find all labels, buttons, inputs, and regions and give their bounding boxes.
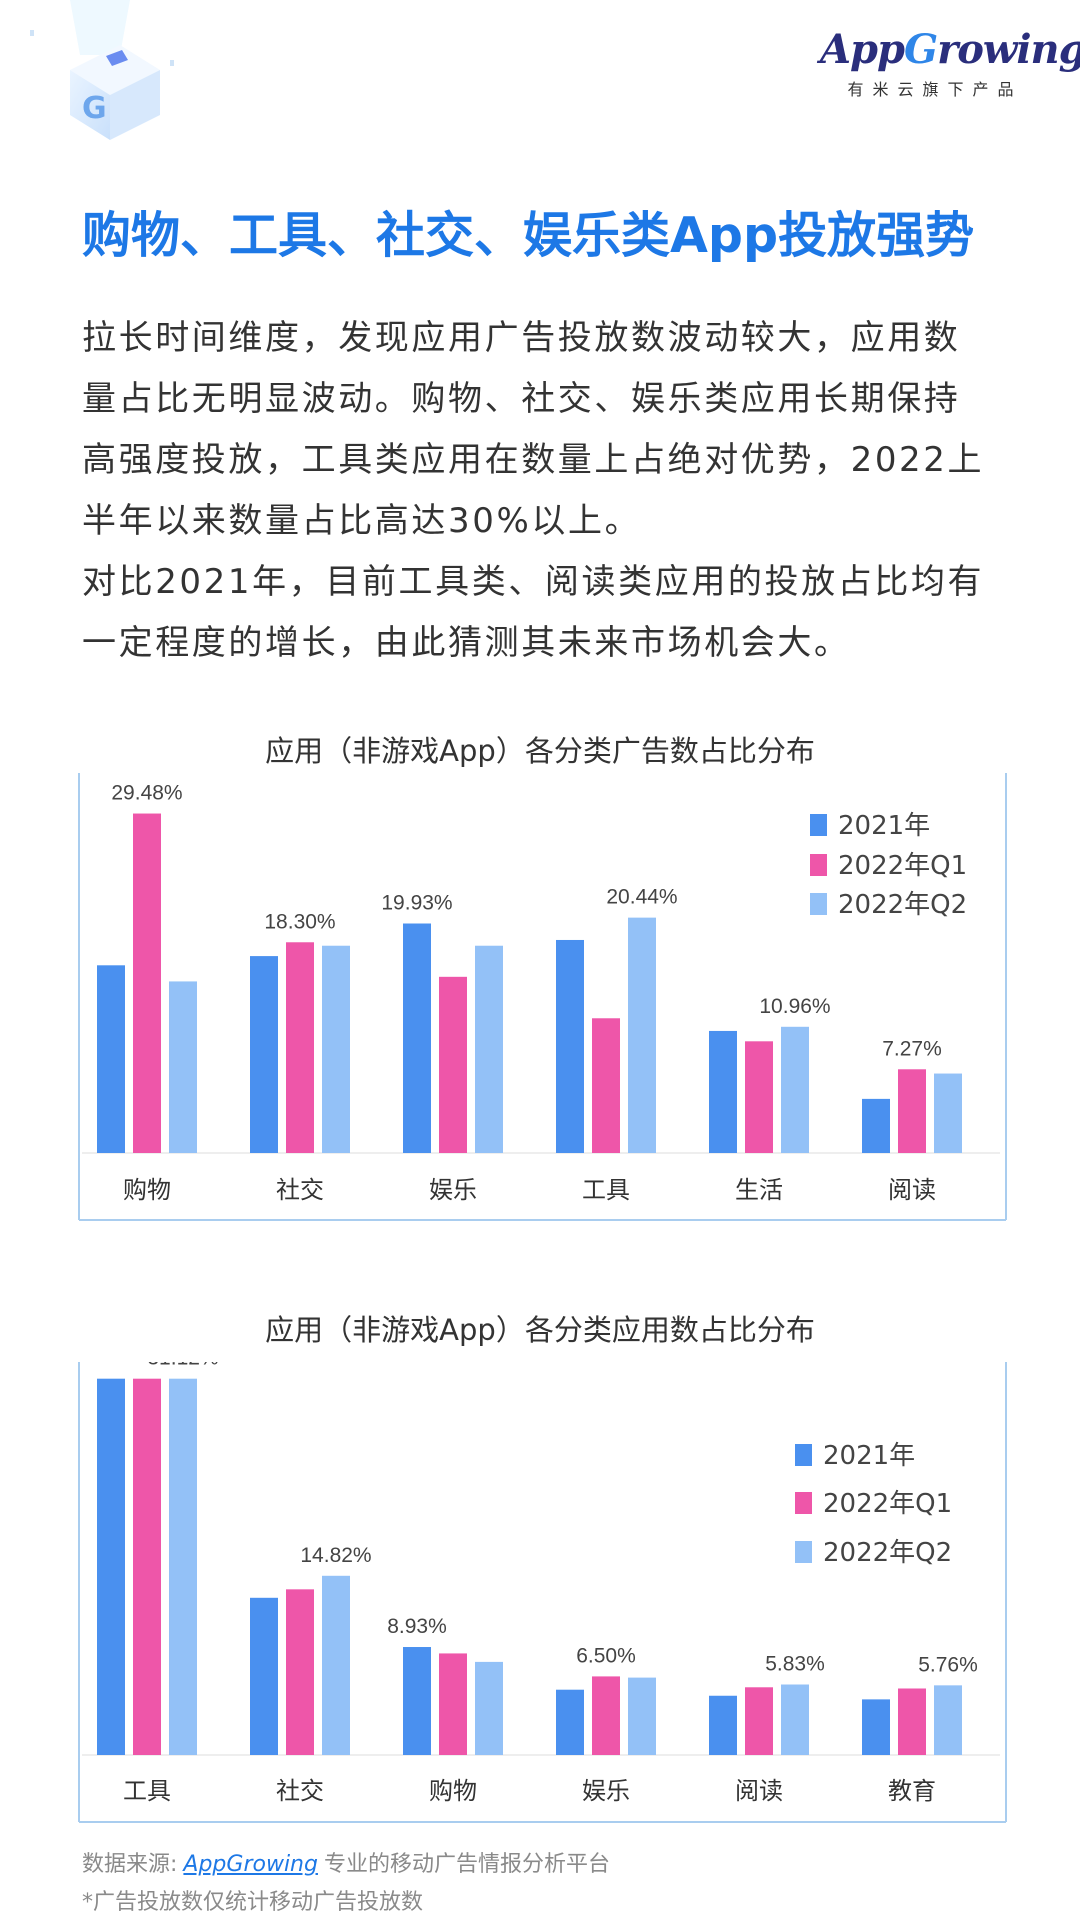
bar-购物-2022年Q1 [133,813,161,1153]
body-line: 半年以来数量占比高达30%以上。 [82,501,642,541]
x-tick-label: 教育 [888,1777,936,1805]
cube-illustration: G [30,0,174,140]
bar-社交-2022年Q2 [322,1575,350,1755]
bar-购物-2021年 [97,965,125,1153]
bar-工具-2022年Q2 [628,917,656,1153]
bar-工具-2021年 [97,1378,125,1755]
legend-label: 2022年Q2 [823,1538,952,1568]
chart-1-title: 应用（非游戏App）各分类广告数占比分布 [265,734,815,768]
x-tick-label: 工具 [582,1176,630,1204]
bar-娱乐-2021年 [556,1689,584,1755]
legend-swatch [795,1492,812,1514]
legend-label: 2021年 [838,811,930,841]
logo-subtitle: 有米云旗下产品 [847,80,1023,99]
bar-阅读-2022年Q1 [745,1687,773,1755]
bar-工具-2022年Q2 [169,1378,197,1755]
x-tick-label: 娱乐 [582,1777,630,1805]
x-tick-label: 购物 [123,1176,171,1204]
body-text: 拉长时间维度，发现应用广告投放数波动较大，应用数 量占比无明显波动。购物、社交、… [82,308,984,674]
x-tick-label: 社交 [276,1176,324,1204]
data-label: 31.12% [147,1362,218,1370]
body-line: 对比2021年，目前工具类、阅读类应用的投放占比均有 [82,562,985,602]
legend-label: 2022年Q1 [823,1489,952,1519]
data-label: 10.96% [759,995,830,1018]
chart-2-title: 应用（非游戏App）各分类应用数占比分布 [265,1313,815,1347]
bar-社交-2021年 [250,1597,278,1755]
legend-label: 2021年 [823,1441,915,1471]
x-tick-label: 阅读 [888,1176,936,1204]
data-label: 18.30% [264,910,335,933]
bar-娱乐-2021年 [403,923,431,1153]
bar-阅读-2022年Q2 [781,1684,809,1755]
x-tick-label: 娱乐 [429,1176,477,1204]
legend-label: 2022年Q1 [838,851,967,881]
x-tick-label: 社交 [276,1777,324,1805]
bar-阅读-2022年Q1 [898,1069,926,1153]
x-tick-label: 阅读 [735,1777,783,1805]
page-title: 购物、工具、社交、娱乐类App投放强势 [82,207,975,264]
source-prefix: 数据来源: [82,1852,178,1877]
body-line: 拉长时间维度，发现应用广告投放数波动较大，应用数 [82,318,961,358]
bar-生活-2021年 [709,1030,737,1153]
bar-购物-2022年Q2 [169,981,197,1153]
legend-swatch [795,1541,812,1563]
data-label: 5.83% [765,1653,825,1676]
legend-swatch [810,893,827,915]
source-suffix: 专业的移动广告情报分析平台 [323,1852,610,1877]
bar-社交-2022年Q1 [286,1589,314,1755]
bar-生活-2022年Q2 [781,1026,809,1153]
bar-阅读-2021年 [709,1695,737,1755]
bar-购物-2021年 [403,1647,431,1755]
data-label: 6.50% [576,1644,636,1667]
bar-娱乐-2022年Q1 [592,1676,620,1755]
data-label: 19.93% [381,892,452,915]
bar-教育-2021年 [862,1699,890,1755]
bar-生活-2022年Q1 [745,1041,773,1153]
legend-label: 2022年Q2 [838,890,967,920]
bar-娱乐-2022年Q1 [439,976,467,1153]
bar-娱乐-2022年Q2 [475,945,503,1153]
legend-swatch [795,1444,812,1466]
appgrowing-link[interactable]: AppGrowing [183,1852,318,1877]
chart-1-ad-share: 购物 社交 娱乐 工具 生活 阅读 29.48% 18.30% 19.93% 20.44% 10.9… [78,773,1007,1221]
body-line: 量占比无明显波动。购物、社交、娱乐类应用长期保持 [82,379,961,419]
bar-娱乐-2022年Q2 [628,1677,656,1755]
bar-购物-2022年Q2 [475,1661,503,1755]
bar-工具-2021年 [556,939,584,1153]
x-tick-label: 购物 [429,1777,477,1805]
bar-工具-2022年Q1 [592,1018,620,1153]
footnote: *广告投放数仅统计移动广告投放数 [82,1890,424,1915]
data-label: 7.27% [882,1037,942,1060]
x-tick-label: 生活 [735,1176,783,1204]
logo-wordmark: AppGrowing [820,26,1080,73]
legend-swatch [810,854,827,876]
data-label: 5.76% [918,1653,978,1676]
data-label: 29.48% [111,782,182,805]
data-label: 14.82% [300,1544,371,1567]
body-line: 高强度投放，工具类应用在数量上占绝对优势，2022上 [82,440,985,480]
bar-社交-2022年Q2 [322,945,350,1153]
x-tick-label: 工具 [123,1777,171,1805]
bar-教育-2022年Q1 [898,1688,926,1755]
bar-教育-2022年Q2 [934,1685,962,1755]
bar-阅读-2022年Q2 [934,1073,962,1153]
bar-工具-2022年Q1 [133,1378,161,1755]
bar-社交-2021年 [250,956,278,1153]
body-line: 一定程度的增长，由此猜测其未来市场机会大。 [82,623,851,663]
bar-阅读-2021年 [862,1098,890,1153]
bar-社交-2022年Q1 [286,942,314,1153]
data-source: 数据来源: AppGrowing 专业的移动广告情报分析平台 [82,1846,610,1878]
data-label: 8.93% [387,1615,447,1638]
data-label: 20.44% [606,886,677,909]
legend-swatch [810,814,827,836]
bar-购物-2022年Q1 [439,1653,467,1755]
appgrowing-logo: AppGrowing 有米云旗下产品 [820,26,1080,100]
chart-2-app-share: 工具 社交 购物 娱乐 阅读 教育 31.12% 14.82% 8.93% 6.50% 5.83% 5… [78,1362,1007,1823]
svg-text:G: G [82,91,107,126]
